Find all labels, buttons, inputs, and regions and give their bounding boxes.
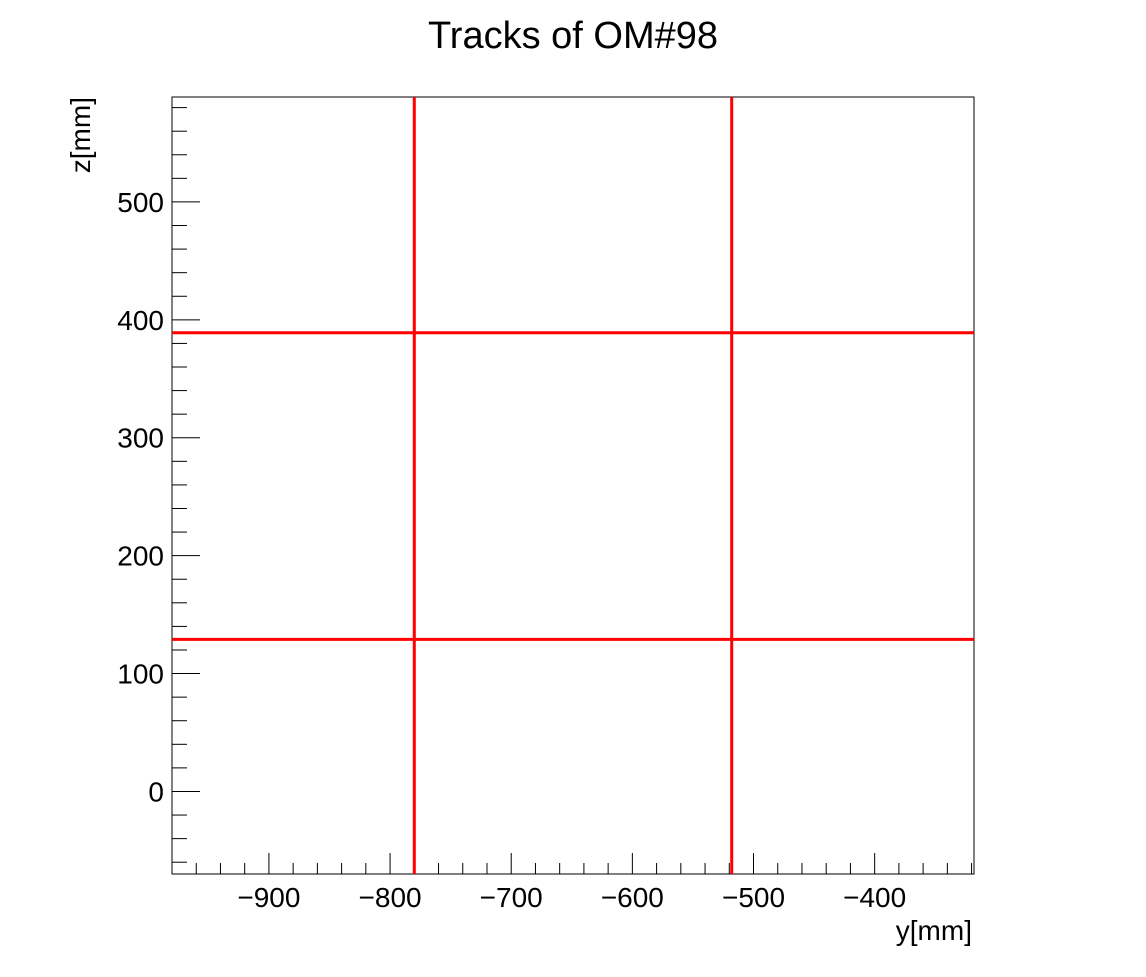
x-tick-label: −500 [722, 882, 785, 913]
plot-frame [171, 96, 975, 875]
y-axis-label: z[mm] [65, 97, 96, 173]
x-tick-label: −800 [359, 882, 422, 913]
y-tick-label: 300 [117, 423, 164, 454]
plot-area: −900 −800 −700 −600 −500 −400 0 100 200 300 400 500 [117, 96, 975, 913]
y-tick-label: 500 [117, 187, 164, 218]
x-tick-label: −400 [843, 882, 906, 913]
chart-title: Tracks of OM#98 [428, 15, 718, 57]
y-tick-label: 200 [117, 541, 164, 572]
x-tick-label: −700 [480, 882, 543, 913]
y-tick-label: 400 [117, 305, 164, 336]
x-tick-label: −900 [237, 882, 300, 913]
y-tick-label: 100 [117, 659, 164, 690]
x-tick-label: −600 [601, 882, 664, 913]
y-tick-label: 0 [148, 776, 164, 807]
x-axis-label: y[mm] [896, 915, 972, 946]
